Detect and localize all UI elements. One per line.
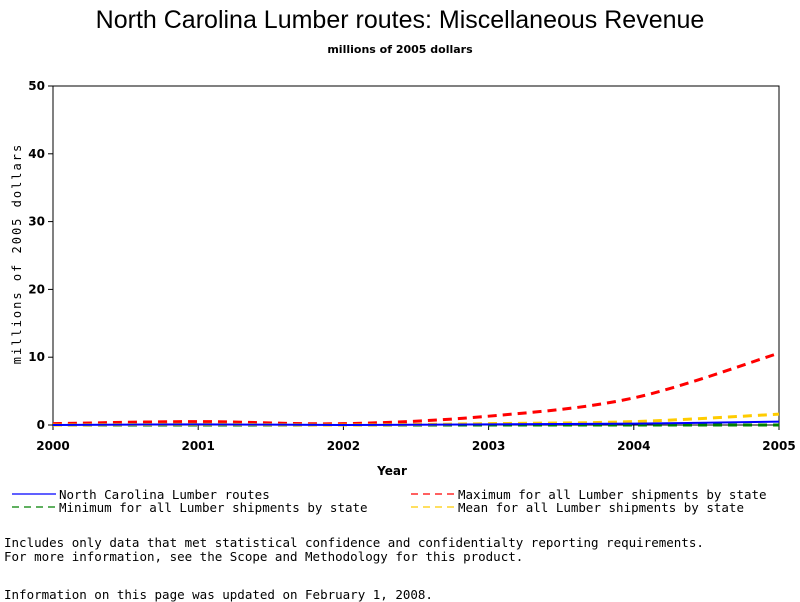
legend-label: Minimum for all Lumber shipments by stat… [59,500,368,515]
note-methodology: For more information, see the Scope and … [4,549,524,564]
x-tick-label: 2004 [617,439,650,453]
y-tick-label: 10 [28,350,45,364]
x-tick-label: 2005 [762,439,795,453]
x-tick-label: 2003 [472,439,505,453]
y-tick-label: 0 [37,418,45,432]
y-tick-label: 50 [28,79,45,93]
legend-label: North Carolina Lumber routes [59,487,270,502]
chart-title: North Carolina Lumber routes: Miscellane… [95,6,705,34]
x-axis-label: Year [376,464,407,478]
x-tick-label: 2001 [181,439,214,453]
y-tick-label: 30 [28,215,45,229]
legend-label: Mean for all Lumber shipments by state [458,500,744,515]
x-tick-label: 2000 [36,439,69,453]
series-line-north-carolina-lumber-routes [52,420,780,427]
plot-frame [52,85,780,426]
y-tick-label: 20 [28,282,45,296]
note-updated: Information on this page was updated on … [4,587,433,602]
chart-subtitle: millions of 2005 dollars [327,43,473,56]
note-confidentiality: Includes only data that met statistical … [4,535,704,550]
legend-label: Maximum for all Lumber shipments by stat… [458,487,767,502]
y-tick-label: 40 [28,147,45,161]
x-tick-label: 2002 [327,439,360,453]
y-axis-label: millions of 2005 dollars [10,143,24,364]
series-line-maximum-for-all-lumber-shipments-by-state [52,351,780,426]
